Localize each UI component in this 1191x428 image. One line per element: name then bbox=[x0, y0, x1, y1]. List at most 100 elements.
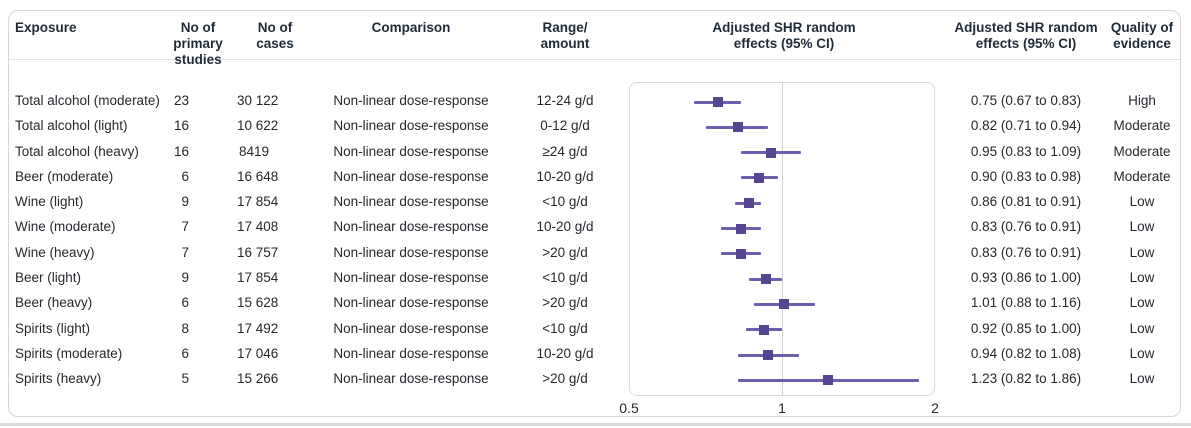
exposure-cell: Total alcohol (moderate) bbox=[15, 93, 160, 108]
reference-line bbox=[781, 82, 783, 396]
header-exposure: Exposure bbox=[15, 20, 77, 35]
cases-cell: 8419 bbox=[238, 143, 269, 159]
point-estimate-marker bbox=[760, 274, 771, 285]
comparison-cell: Non-linear dose-response bbox=[333, 143, 489, 159]
range-cell: ≥24 g/d bbox=[542, 143, 588, 159]
studies-cell: 6 bbox=[181, 345, 189, 361]
shr-value-cell: 0.90 (0.83 to 0.98) bbox=[970, 168, 1082, 184]
studies-cell: 23 bbox=[173, 93, 189, 108]
point-estimate-marker bbox=[763, 350, 774, 360]
quality-cell: Moderate bbox=[1113, 143, 1171, 159]
range-cell: >20 g/d bbox=[542, 371, 588, 387]
cases-cell: 17 492 bbox=[237, 320, 279, 336]
exposure-cell: Wine (light) bbox=[15, 194, 84, 210]
studies-cell: 16 bbox=[173, 143, 189, 159]
header-shr-plot: Adjusted SHR random effects (95% CI) bbox=[712, 20, 856, 51]
quality-cell: Moderate bbox=[1113, 168, 1171, 184]
header-comparison: Comparison bbox=[371, 20, 451, 35]
comparison-cell: Non-linear dose-response bbox=[333, 168, 489, 184]
table-body: Total alcohol (moderate) 23 30 122 Non-line… bbox=[9, 60, 1180, 392]
range-cell: >20 g/d bbox=[542, 244, 588, 260]
point-estimate-marker bbox=[758, 324, 769, 335]
cases-cell: 17 408 bbox=[237, 219, 279, 235]
exposure-cell: Wine (moderate) bbox=[15, 219, 116, 235]
shr-value-cell: 0.83 (0.76 to 0.91) bbox=[970, 244, 1082, 260]
point-estimate-marker bbox=[735, 223, 746, 234]
point-estimate-marker bbox=[743, 198, 754, 209]
studies-cell: 8 bbox=[181, 320, 189, 336]
table-header: Exposure No of primary studies No of cas… bbox=[9, 11, 1180, 67]
exposure-cell: Total alcohol (heavy) bbox=[15, 143, 139, 159]
exposure-cell: Spirits (heavy) bbox=[15, 371, 102, 387]
table-row: Total alcohol (light) 16 10 622 Non-linear … bbox=[9, 113, 1180, 138]
cases-cell: 17 854 bbox=[237, 270, 279, 286]
cases-cell: 16 757 bbox=[237, 244, 279, 260]
shr-value-cell: 0.82 (0.71 to 0.94) bbox=[970, 118, 1082, 134]
studies-cell: 7 bbox=[181, 219, 189, 235]
comparison-cell: Non-linear dose-response bbox=[333, 194, 489, 210]
shr-value-cell: 0.86 (0.81 to 0.91) bbox=[970, 194, 1082, 210]
exposure-cell: Spirits (light) bbox=[15, 320, 91, 336]
comparison-cell: Non-linear dose-response bbox=[333, 118, 489, 134]
cases-cell: 16 648 bbox=[237, 168, 279, 184]
shr-value-cell: 0.95 (0.83 to 1.09) bbox=[970, 143, 1082, 159]
comparison-cell: Non-linear dose-response bbox=[333, 371, 489, 387]
shr-value-cell: 0.93 (0.86 to 1.00) bbox=[970, 270, 1082, 286]
studies-cell: 6 bbox=[181, 295, 189, 311]
comparison-cell: Non-linear dose-response bbox=[333, 295, 489, 311]
table-row: Beer (moderate) 6 16 648 Non-linear dose-re… bbox=[9, 164, 1180, 189]
table-row: Total alcohol (moderate) 23 30 122 Non-line… bbox=[9, 88, 1180, 113]
studies-cell: 7 bbox=[181, 244, 189, 260]
table-row: Wine (heavy) 7 16 757 Non-linear dose-respo… bbox=[9, 240, 1180, 265]
quality-cell: Low bbox=[1129, 345, 1155, 361]
quality-cell: Low bbox=[1129, 295, 1155, 311]
exposure-cell: Wine (heavy) bbox=[15, 244, 95, 260]
exposure-cell: Beer (moderate) bbox=[15, 168, 114, 184]
x-axis-tick-label: 1 bbox=[778, 400, 786, 416]
range-cell: <10 g/d bbox=[542, 194, 588, 210]
cases-cell: 17 046 bbox=[237, 345, 279, 361]
point-estimate-marker bbox=[713, 97, 724, 107]
shr-value-cell: 0.75 (0.67 to 0.83) bbox=[970, 93, 1082, 108]
header-cases: No of cases bbox=[256, 20, 294, 51]
quality-cell: Low bbox=[1129, 244, 1155, 260]
x-axis-tick-label: 0.5 bbox=[619, 400, 639, 416]
exposure-cell: Beer (heavy) bbox=[15, 295, 93, 311]
comparison-cell: Non-linear dose-response bbox=[333, 270, 489, 286]
comparison-cell: Non-linear dose-response bbox=[333, 244, 489, 260]
point-estimate-marker bbox=[733, 122, 744, 133]
cases-cell: 10 622 bbox=[237, 118, 279, 134]
comparison-cell: Non-linear dose-response bbox=[333, 345, 489, 361]
bottom-divider bbox=[0, 423, 1191, 426]
quality-cell: Low bbox=[1129, 270, 1155, 286]
exposure-cell: Beer (light) bbox=[15, 270, 82, 286]
quality-cell: Low bbox=[1129, 371, 1155, 387]
point-estimate-marker bbox=[822, 375, 833, 386]
shr-value-cell: 1.23 (0.82 to 1.86) bbox=[970, 371, 1082, 387]
point-estimate-marker bbox=[753, 172, 764, 183]
shr-value-cell: 0.83 (0.76 to 0.91) bbox=[970, 219, 1082, 235]
studies-cell: 16 bbox=[173, 118, 189, 134]
range-cell: 10-20 g/d bbox=[536, 345, 594, 361]
studies-cell: 6 bbox=[181, 168, 189, 184]
quality-cell: Low bbox=[1129, 320, 1155, 336]
comparison-cell: Non-linear dose-response bbox=[333, 93, 489, 108]
range-cell: >20 g/d bbox=[542, 295, 588, 311]
quality-cell: Low bbox=[1129, 194, 1155, 210]
cases-cell: 15 266 bbox=[237, 371, 279, 387]
forest-plot-table: Exposure No of primary studies No of cas… bbox=[8, 10, 1181, 417]
cases-cell: 15 628 bbox=[237, 295, 279, 311]
point-estimate-marker bbox=[765, 147, 776, 158]
table-row: Spirits (heavy) 5 15 266 Non-linear dose-re… bbox=[9, 366, 1180, 391]
exposure-cell: Spirits (moderate) bbox=[15, 345, 123, 361]
header-shr-values: Adjusted SHR random effects (95% CI) bbox=[954, 20, 1098, 51]
point-estimate-marker bbox=[779, 299, 790, 310]
table-row: Spirits (moderate) 6 17 046 Non-linear dose… bbox=[9, 341, 1180, 366]
range-cell: <10 g/d bbox=[542, 320, 588, 336]
table-row: Wine (light) 9 17 854 Non-linear dose-respo… bbox=[9, 189, 1180, 214]
table-row: Total alcohol (heavy) 16 8419 Non-linear do… bbox=[9, 139, 1180, 164]
cases-cell: 17 854 bbox=[237, 194, 279, 210]
header-primary-studies: No of primary studies bbox=[173, 20, 223, 67]
shr-value-cell: 0.94 (0.82 to 1.08) bbox=[970, 345, 1082, 361]
quality-cell: Low bbox=[1129, 219, 1155, 235]
